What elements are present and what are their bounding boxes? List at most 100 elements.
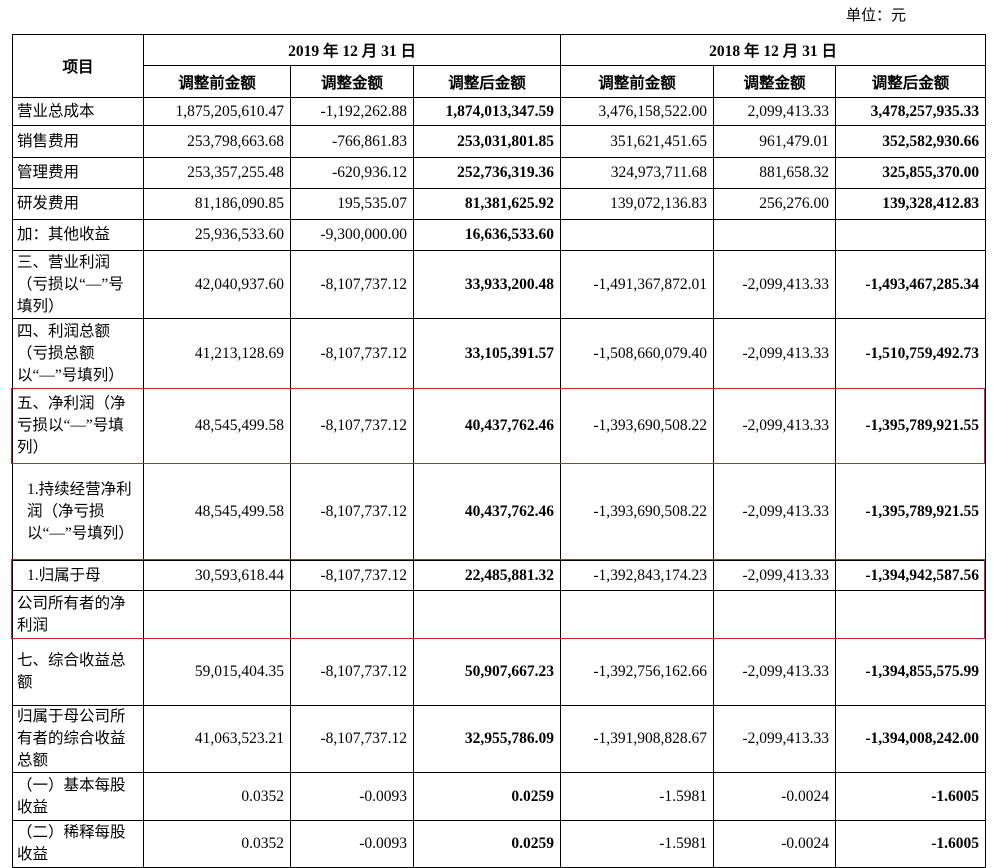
table-row: 公司所有者的净利润 xyxy=(12,590,987,639)
amount-cell xyxy=(835,590,987,639)
amount-cell: -620,936.12 xyxy=(290,157,414,189)
amount-cell: 0.0259 xyxy=(412,820,562,868)
amount-cell: 352,582,930.66 xyxy=(835,125,987,158)
amount-cell: -2,099,413.33 xyxy=(713,463,837,561)
amount-cell: -2,099,413.33 xyxy=(713,318,837,389)
column-header: 调整金额 xyxy=(290,65,414,98)
column-header: 调整金额 xyxy=(713,65,837,98)
amount-cell: -8,107,737.12 xyxy=(290,638,414,706)
unit-label: 单位：元 xyxy=(846,8,907,24)
amount-cell: 48,545,499.58 xyxy=(143,463,291,561)
amount-cell xyxy=(290,590,414,639)
amount-cell: 139,328,412.83 xyxy=(835,188,987,220)
amount-cell: -2,099,413.33 xyxy=(713,638,837,706)
amount-cell: 81,186,090.85 xyxy=(143,188,291,220)
amount-cell: -1.6005 xyxy=(835,772,987,821)
row-label: （二）稀释每股收益 xyxy=(12,820,144,868)
amount-cell xyxy=(835,219,987,251)
table-row: 五、净利润（净亏损以“—”号填列） 48,545,499.58 -8,107,737… xyxy=(12,388,987,464)
amount-cell: 3,476,158,522.00 xyxy=(560,97,715,126)
amount-cell: -1.5981 xyxy=(560,820,715,868)
column-header: 调整前金额 xyxy=(560,65,715,98)
amount-cell: -766,861.83 xyxy=(290,125,414,158)
table-row: 三、营业利润（亏损以“—”号填列） 42,040,937.60 -8,107,737… xyxy=(12,250,987,319)
amount-cell: -0.0024 xyxy=(713,820,837,868)
table-row: 四、利润总额（亏损总额以“—”号填列） 41,213,128.69 -8,107,7… xyxy=(12,318,987,389)
row-label: 1.持续经营净利润（净亏损以“—”号填列） xyxy=(12,463,144,561)
table-row: 管理费用 253,357,255.48 -620,936.12 252,736,319… xyxy=(12,157,987,189)
amount-cell: 3,478,257,935.33 xyxy=(835,97,987,126)
amount-cell: 32,955,786.09 xyxy=(412,705,562,773)
row-label: 营业总成本 xyxy=(12,97,144,126)
header-row: 项目 2019 年 12 月 31 日 2018 年 12 月 31 日 xyxy=(12,34,987,98)
row-label: 1.归属于母 xyxy=(12,560,144,591)
amount-cell: -1,491,367,872.01 xyxy=(560,250,715,319)
table-body: 营业总成本 1,875,205,610.47 -1,192,262.88 1,874,… xyxy=(12,97,987,868)
row-label: 四、利润总额（亏损总额以“—”号填列） xyxy=(12,318,144,389)
amount-cell: 41,063,523.21 xyxy=(143,705,291,773)
amount-cell: 139,072,136.83 xyxy=(560,188,715,220)
amount-cell: 1,874,013,347.59 xyxy=(412,97,562,126)
amount-cell xyxy=(143,590,291,639)
amount-cell: 25,936,533.60 xyxy=(143,219,291,251)
row-label: 五、净利润（净亏损以“—”号填列） xyxy=(12,388,144,464)
amount-cell: 351,621,451.65 xyxy=(560,125,715,158)
amount-cell: -1.5981 xyxy=(560,772,715,821)
amount-cell: -1,395,789,921.55 xyxy=(835,463,987,561)
table-row: 1.持续经营净利润（净亏损以“—”号填列） 48,545,499.58 -8,107… xyxy=(12,463,987,561)
table-row: 归属于母公司所有者的综合收益总额 41,063,523.21 -8,107,737.… xyxy=(12,705,987,773)
row-label: （一）基本每股收益 xyxy=(12,772,144,821)
amount-cell: 2,099,413.33 xyxy=(713,97,837,126)
amount-cell: 59,015,404.35 xyxy=(143,638,291,706)
amount-cell: -1,392,843,174.23 xyxy=(560,560,715,591)
amount-cell: -8,107,737.12 xyxy=(290,705,414,773)
amount-cell: 0.0352 xyxy=(143,772,291,821)
amount-cell: -2,099,413.33 xyxy=(713,560,837,591)
amount-cell: 961,479.01 xyxy=(713,125,837,158)
amount-cell: -8,107,737.12 xyxy=(290,560,414,591)
amount-cell: 48,545,499.58 xyxy=(143,388,291,464)
table-head: 项目 2019 年 12 月 31 日 2018 年 12 月 31 日 调整前… xyxy=(12,34,987,98)
table-row: 加：其他收益 25,936,533.60 -9,300,000.00 16,636,5… xyxy=(12,219,987,251)
amount-cell: -0.0024 xyxy=(713,772,837,821)
amount-cell xyxy=(713,219,837,251)
row-label: 管理费用 xyxy=(12,157,144,189)
amount-cell xyxy=(560,590,715,639)
amount-cell: -1,395,789,921.55 xyxy=(835,388,987,464)
row-label: 研发费用 xyxy=(12,188,144,220)
amount-cell: -8,107,737.12 xyxy=(290,250,414,319)
amount-cell: 81,381,625.92 xyxy=(412,188,562,220)
amount-cell: -1,393,690,508.22 xyxy=(560,388,715,464)
amount-cell: -1,493,467,285.34 xyxy=(835,250,987,319)
amount-cell: -2,099,413.33 xyxy=(713,705,837,773)
table-row: 销售费用 253,798,663.68 -766,861.83 253,031,801… xyxy=(12,125,987,158)
amount-cell: 1,875,205,610.47 xyxy=(143,97,291,126)
row-label: 三、营业利润（亏损以“—”号填列） xyxy=(12,250,144,319)
amount-cell: 881,658.32 xyxy=(713,157,837,189)
amount-cell: 252,736,319.36 xyxy=(412,157,562,189)
column-header: 调整后金额 xyxy=(412,65,562,98)
amount-cell: -1,510,759,492.73 xyxy=(835,318,987,389)
amount-cell: -0.0093 xyxy=(290,820,414,868)
amount-cell: 324,973,711.68 xyxy=(560,157,715,189)
row-label: 七、综合收益总额 xyxy=(12,638,144,706)
amount-cell xyxy=(560,219,715,251)
amount-cell: -2,099,413.33 xyxy=(713,388,837,464)
table-row: （一）基本每股收益 0.0352 -0.0093 0.0259 -1.5981 -0.00… xyxy=(12,772,987,821)
amount-cell: 256,276.00 xyxy=(713,188,837,220)
amount-cell xyxy=(412,590,562,639)
item-header: 项目 xyxy=(12,34,144,98)
amount-cell: 22,485,881.32 xyxy=(412,560,562,591)
column-header: 调整前金额 xyxy=(143,65,291,98)
table-row: 营业总成本 1,875,205,610.47 -1,192,262.88 1,874,… xyxy=(12,97,987,126)
amount-cell: -9,300,000.00 xyxy=(290,219,414,251)
table-row: 1.归属于母 30,593,618.44 -8,107,737.12 22,485,8… xyxy=(12,560,987,591)
amount-cell: -8,107,737.12 xyxy=(290,388,414,464)
row-label: 归属于母公司所有者的综合收益总额 xyxy=(12,705,144,773)
amount-cell xyxy=(713,590,837,639)
amount-cell: 50,907,667.23 xyxy=(412,638,562,706)
subheader-row: 调整前金额 调整金额 调整后金额 调整前金额 调整金额 调整后金额 xyxy=(13,65,987,98)
amount-cell: -1,392,756,162.66 xyxy=(560,638,715,706)
table-row: （二）稀释每股收益 0.0352 -0.0093 0.0259 -1.5981 -0.00… xyxy=(12,820,987,868)
